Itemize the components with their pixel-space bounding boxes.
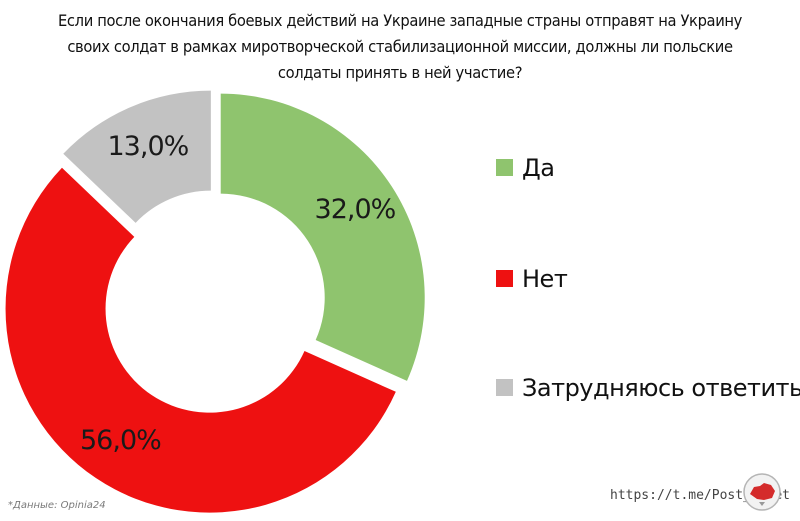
legend-swatch-da xyxy=(496,159,513,176)
legend-label-undecided: Затрудняюсь ответить xyxy=(522,374,800,402)
legend-label-net: Нет xyxy=(522,265,568,293)
slice-da xyxy=(220,93,425,381)
legend-swatch-net xyxy=(496,270,513,287)
data-source-note: *Данные: Opinia24 xyxy=(8,500,106,511)
post-sovet-logo-icon xyxy=(743,473,781,511)
legend-item-undecided: Затрудняюсь ответить xyxy=(496,370,800,406)
legend-item-net: Нет xyxy=(496,261,796,297)
slice-undecided xyxy=(63,90,211,223)
slice-net xyxy=(5,167,396,513)
slice-label-da: 32,0% xyxy=(315,194,396,225)
legend-swatch-undecided xyxy=(496,379,513,396)
slice-label-net: 56,0% xyxy=(80,425,161,456)
legend-item-da: Да xyxy=(496,150,796,186)
legend-label-da: Да xyxy=(522,154,555,182)
slice-label-undecided: 13,0% xyxy=(108,131,189,162)
chart-title: Если после окончания боевых действий на … xyxy=(57,11,743,82)
